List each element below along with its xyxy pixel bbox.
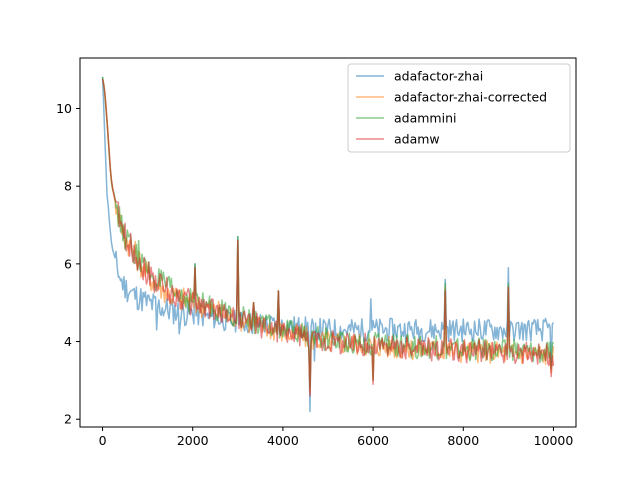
y-tick-label: 10 bbox=[56, 101, 72, 116]
y-tick-label: 6 bbox=[64, 256, 72, 271]
x-tick-label: 0 bbox=[99, 433, 107, 448]
x-tick-label: 6000 bbox=[357, 433, 389, 448]
legend-label-adafactor-zhai-corrected: adafactor-zhai-corrected bbox=[394, 90, 547, 105]
x-axis: 0 2000 4000 6000 8000 10000 bbox=[99, 427, 574, 448]
y-tick-label: 2 bbox=[64, 412, 72, 427]
legend-label-adafactor-zhai: adafactor-zhai bbox=[394, 69, 483, 84]
legend-box bbox=[347, 63, 571, 153]
series-line-adamw bbox=[101, 78, 555, 397]
series-line-adafactor-zhai bbox=[101, 76, 555, 413]
y-tick-label: 8 bbox=[64, 179, 72, 194]
legend-label-adammini: adammini bbox=[394, 111, 456, 126]
x-tick-label: 10000 bbox=[534, 433, 574, 448]
y-axis: 2 4 6 8 10 bbox=[56, 101, 80, 427]
legend-label-adamw: adamw bbox=[394, 132, 440, 147]
legend: adafactor-zhai adafactor-zhai-corrected ad… bbox=[347, 63, 571, 153]
x-tick-label: 8000 bbox=[447, 433, 479, 448]
axes-frame bbox=[79, 57, 577, 428]
x-tick-label: 4000 bbox=[267, 433, 299, 448]
plot-area bbox=[101, 76, 555, 413]
y-tick-label: 4 bbox=[64, 334, 72, 349]
x-tick-label: 2000 bbox=[177, 433, 209, 448]
